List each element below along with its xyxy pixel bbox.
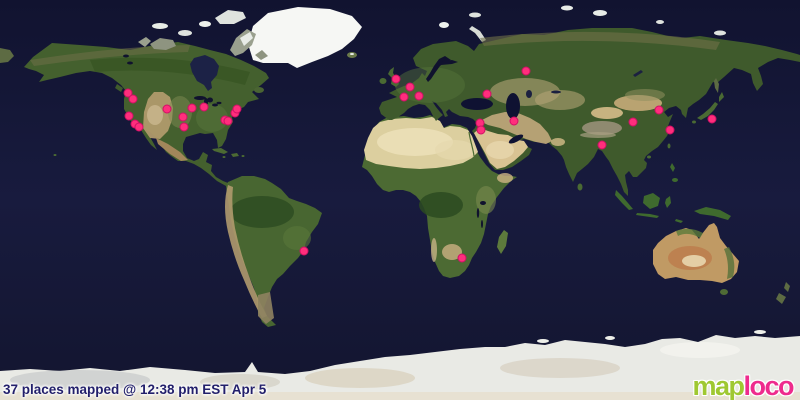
visitor-marker — [665, 125, 675, 135]
visitor-marker — [414, 91, 424, 101]
visitor-marker — [457, 253, 467, 263]
visitor-marker — [223, 116, 233, 126]
visitor-marker — [597, 140, 607, 150]
visitor-marker — [178, 112, 188, 122]
visitor-marker — [654, 105, 664, 115]
visitor-marker — [179, 122, 189, 132]
visitor-marker — [707, 114, 717, 124]
visitor-marker — [199, 102, 209, 112]
maploco-logo[interactable]: maploco — [692, 371, 794, 400]
visitor-marker — [476, 125, 486, 135]
visitor-marker — [123, 88, 133, 98]
continent-eurasia — [379, 28, 800, 223]
greenland — [248, 7, 362, 68]
logo-text-loco: loco — [743, 371, 794, 400]
continent-south-america — [225, 176, 322, 327]
visitor-marker — [299, 246, 309, 256]
visitor-marker — [405, 82, 415, 92]
logo-text-map: map — [692, 371, 745, 400]
visitor-marker — [521, 66, 531, 76]
status-bar-text: 37 places mapped @ 12:38 pm EST Apr 5 — [3, 382, 267, 397]
continent-australia — [653, 207, 790, 304]
visitor-marker — [187, 103, 197, 113]
visitor-marker — [128, 94, 138, 104]
visitor-marker — [399, 92, 409, 102]
visitor-marker — [134, 122, 144, 132]
continent-africa — [362, 115, 517, 278]
visitor-marker — [509, 116, 519, 126]
visitor-marker — [232, 104, 242, 114]
visitor-marker — [124, 111, 134, 121]
antarctica — [0, 330, 800, 400]
visitor-marker — [391, 74, 401, 84]
arctic-islands — [138, 5, 726, 58]
visitor-marker — [482, 89, 492, 99]
visitor-marker — [162, 104, 172, 114]
visitor-marker — [628, 117, 638, 127]
